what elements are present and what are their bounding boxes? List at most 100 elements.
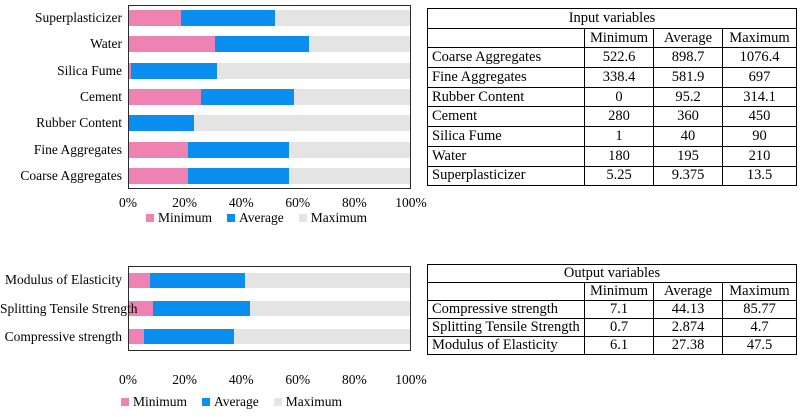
plot-area: [128, 266, 411, 351]
bar-segment-minimum: [129, 89, 202, 105]
row-label: Rubber Content: [427, 86, 585, 108]
cell-value: 1: [584, 126, 654, 147]
row-label: Modulus of Elasticity: [427, 336, 585, 355]
bar-modulus-of-elasticity: [129, 272, 410, 288]
category-label-water: Water: [90, 36, 122, 52]
bar-compressive-strength: [129, 329, 410, 345]
bar-segment-average: [187, 167, 289, 184]
table-header-row: Minimum Average Maximum: [427, 27, 798, 49]
cell-value: 0.7: [584, 318, 654, 337]
bar-segment-minimum: [129, 272, 151, 288]
table-row-fine-aggregates: Fine Aggregates 338.4 581.9 697: [427, 67, 798, 88]
cell-value: 522.6: [584, 47, 654, 69]
bar-coarse-aggregates: [129, 167, 410, 184]
bar-segment-maximum: [309, 36, 410, 53]
category-label-silica-fume: Silica Fume: [57, 62, 122, 78]
table-row-cement: Cement 280 360 450: [427, 106, 798, 128]
plot-area: [128, 5, 411, 189]
bar-segment-maximum: [250, 301, 410, 316]
x-tick-label-80: 80%: [342, 372, 367, 387]
cell-value: 1076.4: [721, 47, 798, 69]
legend-swatch-average-icon: [202, 398, 211, 406]
x-tick-label-60: 60%: [285, 195, 311, 210]
row-label: Superplasticizer: [427, 165, 585, 187]
bar-fine-aggregates: [129, 141, 410, 158]
legend-swatch-maximum-icon: [273, 398, 282, 406]
legend-item-average: Average: [202, 395, 259, 409]
bar-segment-average: [152, 301, 251, 316]
legend: Minimum Average Maximum: [146, 211, 367, 225]
cell-value: 5.25: [584, 165, 654, 187]
x-tick-label-100: 100%: [395, 195, 427, 210]
cell-value: 47.5: [722, 336, 797, 355]
bar-segment-minimum: [129, 141, 188, 158]
x-tick-label-20: 20%: [172, 372, 197, 387]
category-label-cement: Cement: [80, 89, 122, 104]
legend-swatch-minimum-icon: [121, 398, 129, 406]
cell-value: 90: [721, 126, 798, 147]
x-tick-label-80: 80%: [342, 195, 367, 210]
bar-segment-average: [131, 62, 217, 79]
cell-value: 85.77: [722, 300, 797, 319]
bar-segment-maximum: [234, 329, 410, 345]
table-row-modulus-of-elasticity: Modulus of Elasticity 6.1 27.38 47.5: [427, 336, 797, 355]
table-title-row: Input variables: [426, 8, 798, 29]
bar-segment-minimum: [129, 167, 188, 184]
input-variables-table: Input variables Minimum Average Maximum Coar…: [426, 8, 798, 187]
category-label-modulus-of-elasticity: Modulus of Elasticity: [5, 272, 122, 288]
category-label-rubber-content: Rubber Content: [36, 115, 122, 131]
x-tick-label-100: 100%: [395, 372, 427, 387]
bar-segment-maximum: [194, 115, 410, 132]
cell-value: 360: [653, 106, 723, 128]
bar-segment-minimum: [129, 36, 216, 53]
table-row-rubber-content: Rubber Content 0 95.2 314.1: [427, 86, 798, 108]
column-header-average: Average: [653, 27, 723, 49]
bar-segment-maximum: [245, 272, 410, 288]
legend-item-minimum: Minimum: [121, 395, 187, 409]
legend-label: Maximum: [285, 394, 342, 409]
legend-label: Minimum: [133, 394, 188, 409]
cell-value: 0: [584, 86, 654, 108]
cell-value: 27.38: [653, 336, 723, 355]
cell-value: 40: [653, 126, 723, 147]
column-header-minimum: Minimum: [584, 27, 654, 49]
row-label: Silica Fume: [427, 126, 585, 147]
category-label-superplasticizer: Superplasticizer: [35, 10, 122, 26]
row-label: Splitting Tensile Strength: [427, 318, 585, 337]
table-title: Output variables: [427, 264, 797, 283]
column-header-maximum: Maximum: [722, 282, 797, 301]
category-label-fine-aggregates: Fine Aggregates: [33, 141, 122, 157]
bar-segment-maximum: [216, 62, 410, 79]
output-variables-table: Output variables Minimum Average Maximum Com…: [427, 264, 797, 355]
column-header-empty: [427, 27, 585, 49]
bar-segment-minimum: [129, 329, 144, 345]
bar-splitting-tensile-strength: [129, 301, 410, 316]
cell-value: 4.7: [722, 318, 797, 337]
table-row-silica-fume: Silica Fume 1 40 90: [427, 126, 798, 147]
bar-silica-fume: [129, 62, 410, 79]
legend-label: Maximum: [310, 210, 367, 225]
bar-rubber-content: [129, 115, 410, 132]
cell-value: 9.375: [653, 165, 723, 187]
cell-value: 13.5: [721, 165, 798, 187]
cell-value: 450: [721, 106, 798, 128]
bar-segment-maximum: [293, 89, 410, 105]
bar-segment-average: [129, 115, 195, 132]
legend-swatch-minimum-icon: [146, 214, 154, 222]
column-header-minimum: Minimum: [584, 282, 654, 301]
row-label: Water: [427, 145, 585, 167]
legend: Minimum Average Maximum: [121, 395, 342, 409]
cell-value: 6.1: [584, 336, 654, 355]
bar-water: [129, 36, 410, 53]
x-tick-label-40: 40%: [228, 195, 254, 210]
table-title-row: Output variables: [427, 264, 797, 283]
x-tick-label-40: 40%: [228, 372, 254, 387]
cell-value: 280: [584, 106, 654, 128]
bar-segment-average: [187, 141, 289, 158]
row-label: Fine Aggregates: [427, 67, 585, 88]
x-tick-label-0: 0%: [119, 372, 137, 387]
cell-value: 195: [653, 145, 723, 167]
bar-segment-maximum: [288, 167, 410, 184]
bar-segment-average: [201, 89, 294, 105]
